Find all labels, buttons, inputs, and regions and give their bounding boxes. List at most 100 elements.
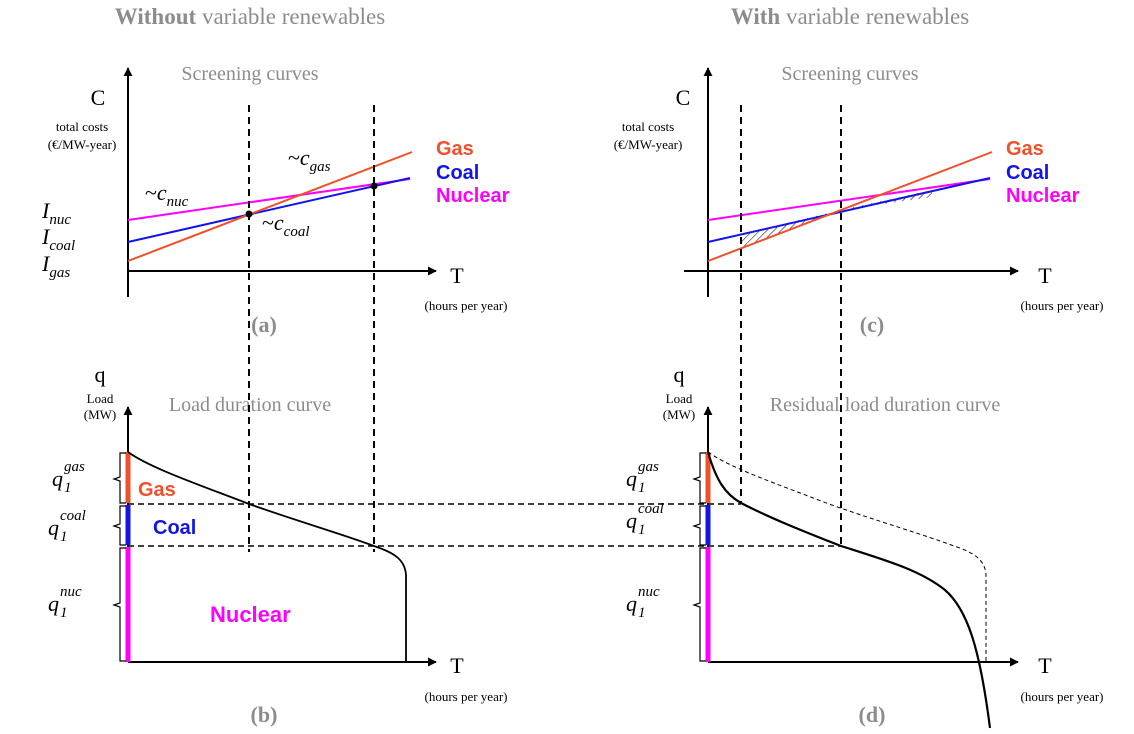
panel-d-x-desc: (hours per year) [1020, 689, 1103, 704]
panel-d-x-label: T [1038, 653, 1052, 678]
panel-c-x-label: T [1038, 263, 1052, 288]
panel-a-screening-curves: Screening curves C total costs (€/MW-yea… [41, 63, 510, 337]
q-gas-base: q [52, 466, 63, 491]
panel-a-y-desc2: (€/MW-year) [48, 137, 117, 152]
nuclear-capacity-brace-d [692, 547, 706, 662]
band-nuclear-label: Nuclear [210, 602, 291, 627]
panel-a-label: (a) [251, 312, 277, 337]
q-coal-sub: 1 [60, 529, 68, 545]
q-coal-base: q [48, 515, 59, 540]
q-coal-base-d: q [626, 508, 637, 533]
slope-coal-prefix: ~ [262, 210, 274, 235]
header-right: With variable renewables [731, 4, 969, 29]
slope-coal-label: ~ccoal [262, 210, 310, 240]
gas-capacity-brace-d [692, 452, 706, 504]
intercept-gas-label: Igas [41, 251, 70, 281]
header-left: Without variable renewables [115, 4, 385, 29]
q-gas-label-d: qgas [626, 459, 659, 491]
slope-gas-base: c [300, 145, 310, 170]
q-nuc-sup: nuc [60, 584, 82, 600]
q-coal-label: qcoal [48, 508, 86, 540]
q-coal-sub-d: 1 [638, 522, 646, 538]
header-left-bold: Without [115, 4, 197, 29]
gas-cost-line-c [707, 151, 993, 262]
coal-capacity-brace [112, 505, 126, 546]
panel-a-title: Screening curves [181, 63, 318, 85]
q-coal-sup-d: coal [638, 501, 664, 517]
panel-b-title: Load duration curve [169, 394, 331, 416]
slope-nuc-prefix: ~ [145, 180, 157, 205]
intercept-coal-label: Icoal [41, 224, 75, 254]
panel-b-y-desc1: Load [87, 391, 114, 406]
q-gas-label: qgas [52, 459, 85, 491]
intercept-nuc-base: I [41, 198, 51, 223]
residual-load-duration-curve [706, 451, 992, 729]
panel-a-x-desc: (hours per year) [424, 298, 507, 313]
panel-c-label: (c) [860, 312, 884, 337]
nuclear-cost-line [127, 178, 411, 221]
legend-a-nuclear: Nuclear [436, 185, 510, 207]
intercept-coal-base: I [41, 224, 51, 249]
coal-cost-line [127, 177, 411, 243]
slope-gas-sub: gas [310, 159, 331, 175]
load-duration-curve [127, 451, 407, 662]
gas-capacity-brace [112, 452, 126, 504]
panel-d-y-desc2: (MW) [663, 407, 696, 422]
q-nuc-label-d: qnuc [626, 584, 660, 616]
q-gas-sup-d: gas [638, 459, 659, 475]
q-gas-sub-d: 1 [638, 480, 646, 496]
intercept-gas-base: I [41, 251, 51, 276]
panel-c-x-desc: (hours per year) [1020, 298, 1103, 313]
nuclear-capacity-brace [112, 547, 126, 662]
guide-lines [128, 105, 842, 552]
panel-c-y-desc2: (€/MW-year) [614, 137, 683, 152]
slope-nuc-label: ~cnuc [145, 180, 189, 210]
slope-gas-label: ~cgas [288, 145, 331, 175]
panel-c-title: Screening curves [781, 63, 918, 85]
q-gas-base-d: q [626, 466, 637, 491]
panel-d-y-label: q [674, 362, 685, 387]
legend-c-coal: Coal [1006, 162, 1049, 184]
legend-c-nuclear: Nuclear [1006, 185, 1080, 207]
slope-nuc-base: c [157, 180, 167, 205]
legend-a-gas: Gas [436, 138, 474, 160]
panel-c-y-desc1: total costs [622, 119, 674, 134]
header-right-rest: variable renewables [780, 4, 969, 29]
q-nuc-base-d: q [626, 591, 637, 616]
q-coal-label-d: qcoal [626, 501, 664, 533]
panel-b-label: (b) [251, 702, 278, 727]
panel-b-x-label: T [450, 653, 464, 678]
q-gas-sup: gas [64, 459, 85, 475]
q-nuc-sub-d: 1 [638, 605, 646, 621]
slope-nuc-sub: nuc [167, 194, 189, 210]
panel-b-load-duration-curve: q Load (MW) Load duration curve T (hours… [48, 362, 508, 727]
original-load-curve [707, 451, 987, 662]
panel-b-x-desc: (hours per year) [424, 689, 507, 704]
panel-d-label: (d) [859, 702, 886, 727]
q-nuc-sup-d: nuc [638, 584, 660, 600]
panel-d-y-desc1: Load [666, 391, 693, 406]
panel-d-residual-load-duration-curve: q Load (MW) Residual load duration curve… [626, 362, 1104, 729]
band-gas-label: Gas [138, 479, 176, 501]
intercept-nuc-label: Inuc [41, 198, 71, 228]
coal-capacity-brace-d [692, 505, 706, 546]
panel-b-y-desc2: (MW) [84, 407, 117, 422]
hatched-area-coal-nuclear [841, 190, 932, 210]
panel-a-y-label: C [91, 85, 106, 110]
panel-d-title: Residual load duration curve [770, 394, 1001, 416]
q-coal-sup: coal [60, 508, 86, 524]
coal-nuclear-intersection-point [370, 182, 378, 190]
coal-cost-line-c [707, 177, 991, 243]
panel-a-y-desc1: total costs [56, 119, 108, 134]
slope-coal-sub: coal [284, 224, 310, 240]
q-nuc-label: qnuc [48, 584, 82, 616]
panel-c-screening-curves: Screening curves C total costs (€/MW-yea… [614, 63, 1104, 337]
slope-coal-base: c [274, 210, 284, 235]
q-nuc-base: q [48, 591, 59, 616]
intercept-coal-sub: coal [49, 238, 75, 254]
intercept-gas-sub: gas [49, 265, 70, 281]
legend-c-gas: Gas [1006, 138, 1044, 160]
panel-c-y-label: C [676, 85, 691, 110]
q-gas-sub: 1 [64, 480, 72, 496]
